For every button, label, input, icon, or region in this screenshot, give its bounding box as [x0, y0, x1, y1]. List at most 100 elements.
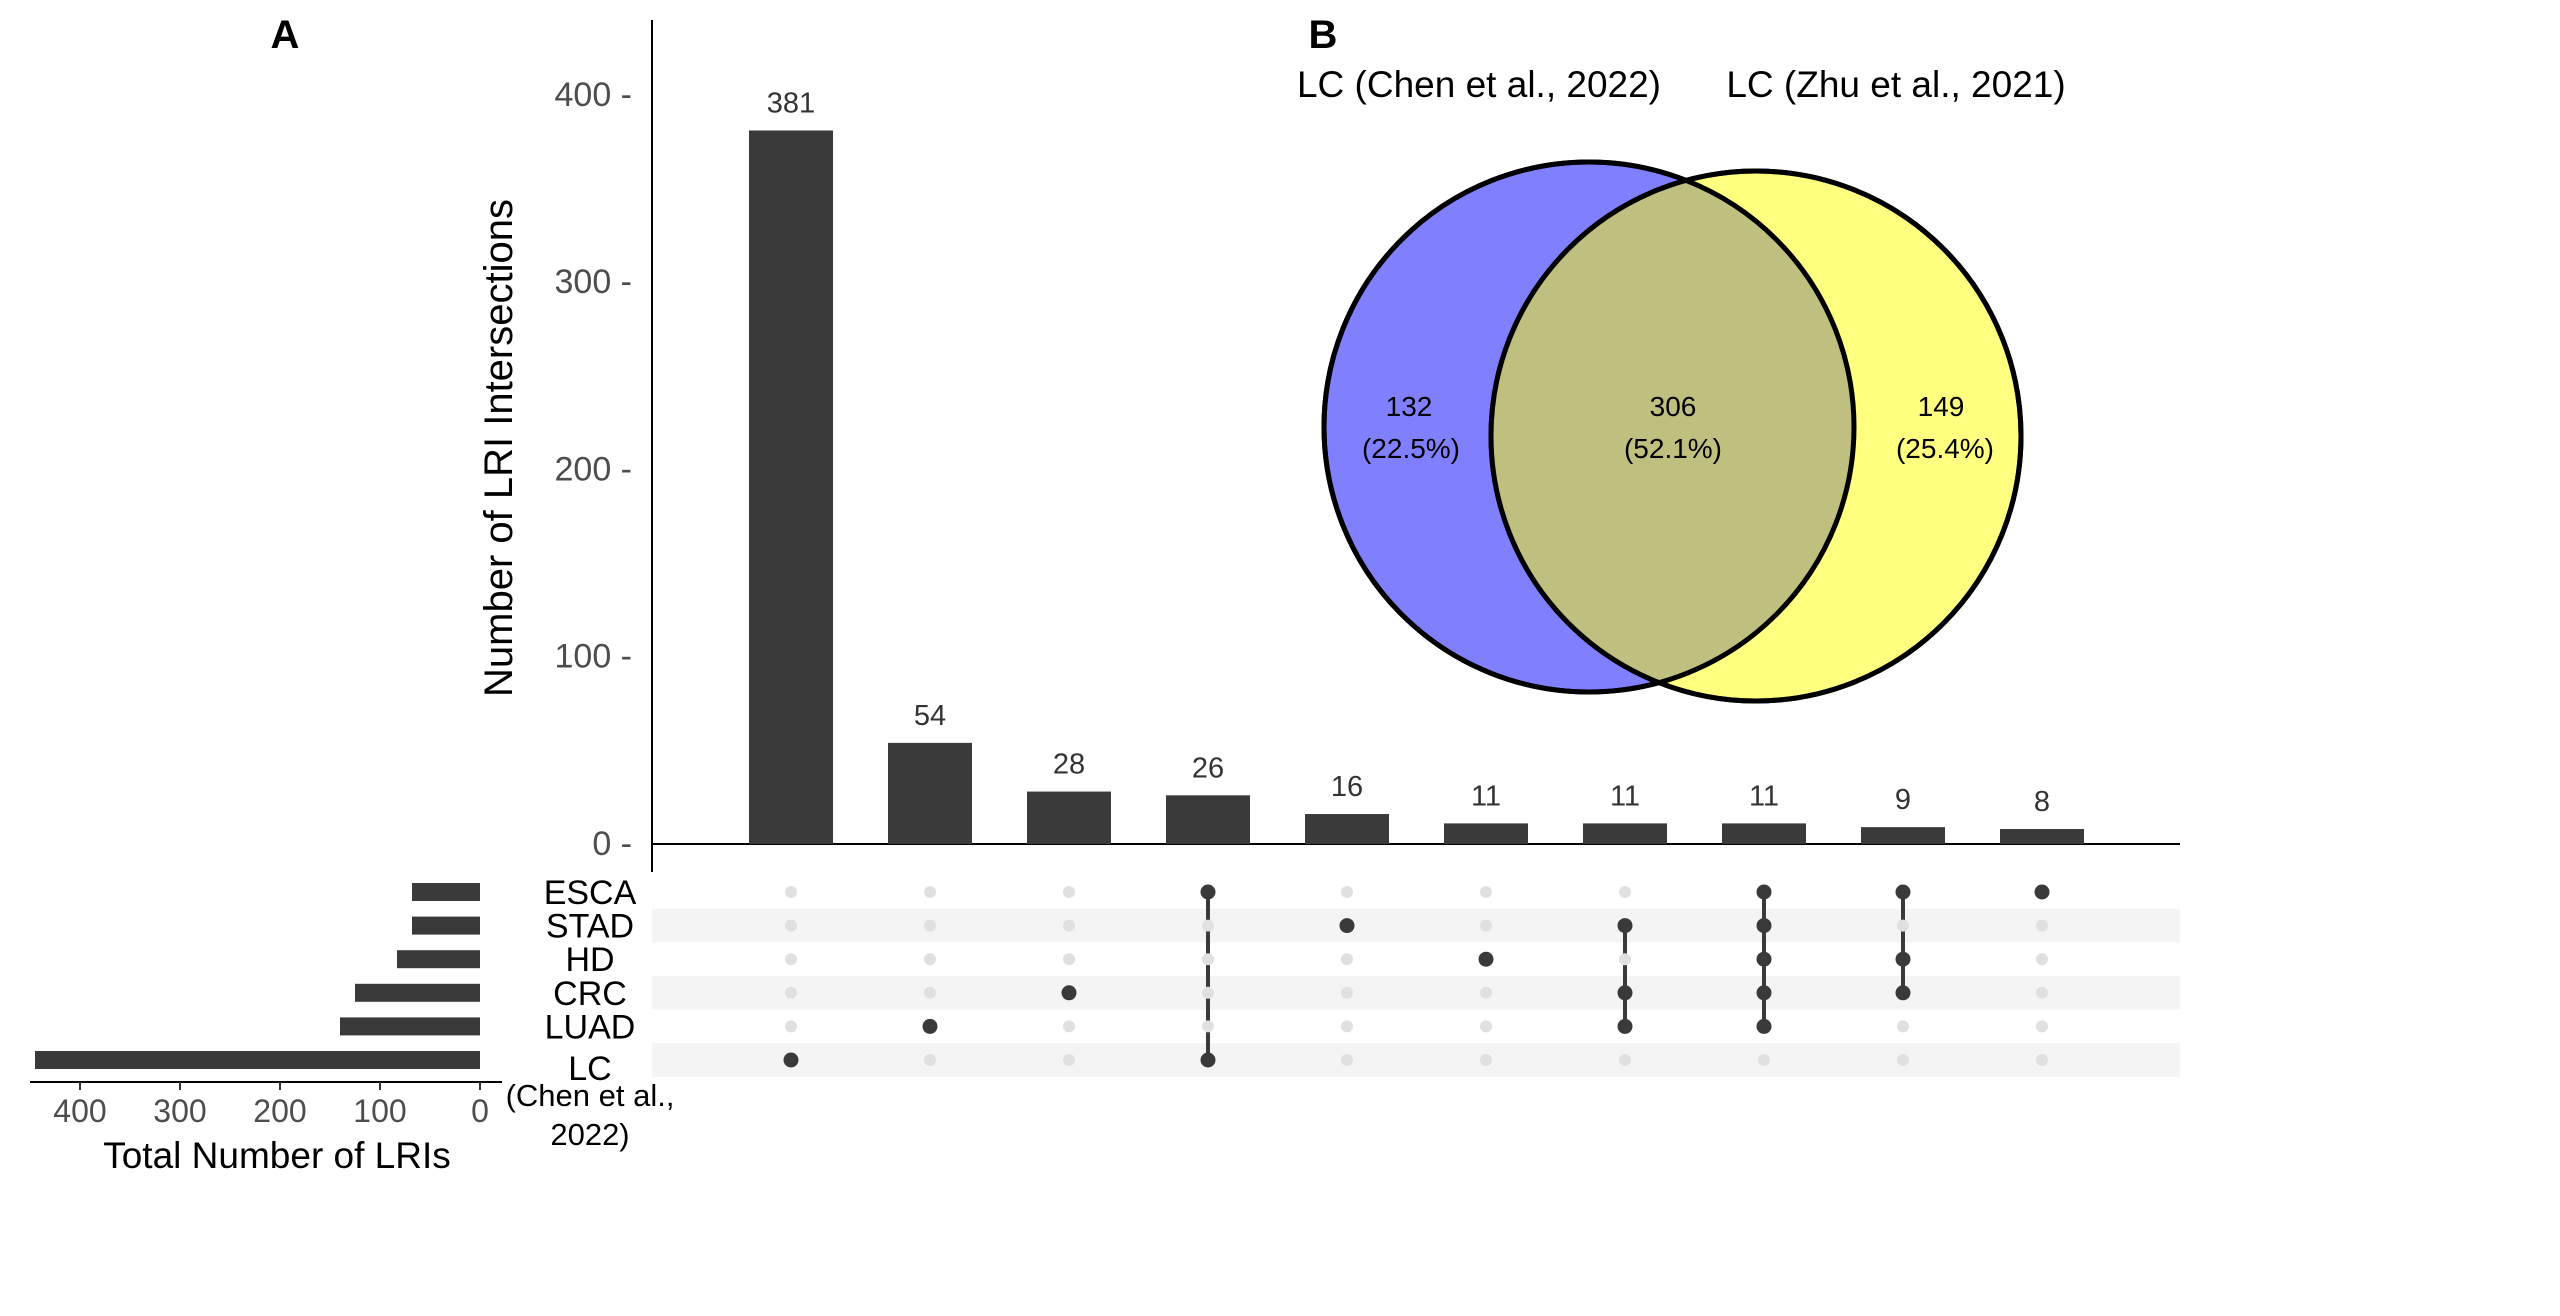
matrix-dot-inactive	[1202, 1020, 1214, 1033]
set-name-label: CRC	[553, 975, 627, 1013]
matrix-dot-active	[2034, 884, 2050, 900]
matrix-dot-inactive	[2036, 953, 2048, 966]
venn-chen-only-pct: (22.5%)	[1362, 433, 1460, 464]
matrix-dot-inactive	[785, 986, 797, 999]
panel-a-label: A	[271, 13, 300, 57]
matrix-dot-inactive	[785, 886, 797, 898]
matrix-dot-inactive	[1341, 1054, 1353, 1066]
bar-y-tick-label: 0 -	[592, 825, 632, 863]
venn-overlap-count: 306	[1650, 391, 1697, 422]
intersection-bar	[888, 742, 972, 844]
matrix-row-stripe	[652, 1043, 2180, 1077]
matrix-dot-inactive	[1619, 1054, 1631, 1066]
matrix-dot-active	[1756, 1018, 1772, 1034]
matrix-dot-active	[1895, 884, 1911, 900]
matrix-dot-inactive	[1480, 1020, 1492, 1033]
intersection-bar-value: 8	[2034, 786, 2050, 818]
bar-y-tick-label: 400 -	[555, 76, 633, 114]
matrix-row-stripe	[652, 976, 2180, 1010]
matrix-dot-inactive	[1480, 986, 1492, 999]
matrix-dot-inactive	[785, 919, 797, 932]
set-name-label: LUAD	[545, 1008, 636, 1046]
matrix-dot-inactive	[924, 886, 936, 898]
venn-chen-only-count: 132	[1386, 391, 1433, 422]
venn-overlap-pct: (52.1%)	[1624, 433, 1722, 464]
matrix-dot-active	[1478, 951, 1494, 967]
intersection-bar-value: 11	[1749, 780, 1779, 812]
matrix-dot-inactive	[924, 919, 936, 932]
matrix-dot-inactive	[1063, 953, 1075, 966]
matrix-dot-active	[783, 1052, 799, 1068]
set-name-label: ESCA	[544, 874, 637, 912]
set-size-tick-label: 300	[153, 1093, 206, 1129]
set-name-label: LC	[568, 1050, 611, 1088]
matrix-dot-active	[1756, 918, 1772, 934]
matrix-dot-inactive	[1758, 1054, 1770, 1066]
matrix-dot-inactive	[2036, 1054, 2048, 1066]
matrix-dot-active	[1895, 951, 1911, 967]
matrix-dot-inactive	[2036, 986, 2048, 999]
venn-overlap-region	[1491, 171, 1854, 692]
intersection-bar-value: 11	[1610, 780, 1640, 812]
venn-diagram: LC (Chen et al., 2022) LC (Zhu et al., 2…	[1297, 64, 2066, 704]
matrix-dot-inactive	[1897, 1054, 1909, 1066]
matrix-dot-inactive	[1897, 1020, 1909, 1033]
matrix-dot-inactive	[1341, 986, 1353, 999]
matrix-dot-active	[1617, 918, 1633, 934]
matrix-dot-active	[1756, 951, 1772, 967]
matrix-dot-inactive	[1897, 919, 1909, 932]
matrix-dot-inactive	[1619, 953, 1631, 966]
matrix-dot-inactive	[1202, 986, 1214, 999]
matrix-dot-active	[1617, 985, 1633, 1001]
matrix-dot-inactive	[1063, 886, 1075, 898]
venn-zhu-only-pct: (25.4%)	[1896, 433, 1994, 464]
venn-circle-chen-outline	[1321, 159, 1857, 695]
matrix-dot-inactive	[1202, 953, 1214, 966]
matrix-dot-inactive	[785, 1020, 797, 1033]
bar-y-axis-label: Number of LRI Intersections	[477, 199, 521, 697]
matrix-dot-inactive	[1341, 953, 1353, 966]
matrix-dot-inactive	[2036, 919, 2048, 932]
intersection-bar-value: 16	[1331, 771, 1363, 803]
panel-b-label: B	[1309, 13, 1338, 57]
matrix-dot-active	[1617, 1018, 1633, 1034]
set-size-bar	[35, 1051, 480, 1069]
matrix-dot-active	[1200, 1052, 1216, 1068]
matrix-dot-inactive	[1202, 919, 1214, 932]
matrix-dot-inactive	[1341, 886, 1353, 898]
set-size-x-axis-label: Total Number of LRIs	[103, 1135, 451, 1176]
intersection-bar	[1166, 795, 1250, 844]
set-size-bar	[340, 1017, 480, 1036]
intersection-bar	[2000, 829, 2084, 844]
venn-set-label-chen: LC (Chen et al., 2022)	[1297, 64, 1661, 105]
intersection-bar-value: 54	[914, 700, 946, 732]
intersection-bar	[1722, 823, 1806, 844]
venn-set-label-zhu: LC (Zhu et al., 2021)	[1726, 64, 2065, 105]
matrix-dot-active	[1061, 985, 1077, 1001]
intersection-bar-value: 9	[1895, 784, 1911, 816]
set-size-tick-label: 200	[253, 1093, 306, 1129]
venn-circle-zhu-outline	[1488, 168, 2024, 704]
matrix-dot-inactive	[1480, 886, 1492, 898]
matrix-dot-inactive	[924, 1054, 936, 1066]
intersection-bar	[1444, 823, 1528, 844]
matrix-dot-inactive	[2036, 1020, 2048, 1033]
set-size-bar	[412, 916, 480, 935]
matrix-dot-inactive	[924, 986, 936, 999]
set-size-tick-label: 0	[471, 1093, 489, 1129]
bar-y-tick-label: 300 -	[555, 263, 633, 301]
matrix-dot-active	[1756, 884, 1772, 900]
matrix-dot-active	[922, 1018, 938, 1034]
matrix-row-stripe	[652, 908, 2180, 943]
matrix-dot-inactive	[785, 953, 797, 966]
intersection-bar	[749, 130, 833, 844]
set-size-bar	[412, 883, 480, 901]
intersection-bar-value: 381	[767, 87, 815, 119]
set-size-chart: 400 300 200 100 0 Total Number of LRIs	[30, 883, 502, 1176]
intersection-bar-value: 28	[1053, 749, 1085, 781]
intersection-bar	[1583, 823, 1667, 844]
matrix-dot-active	[1756, 985, 1772, 1001]
matrix-dot-active	[1895, 985, 1911, 1001]
intersection-bar	[1027, 791, 1111, 844]
